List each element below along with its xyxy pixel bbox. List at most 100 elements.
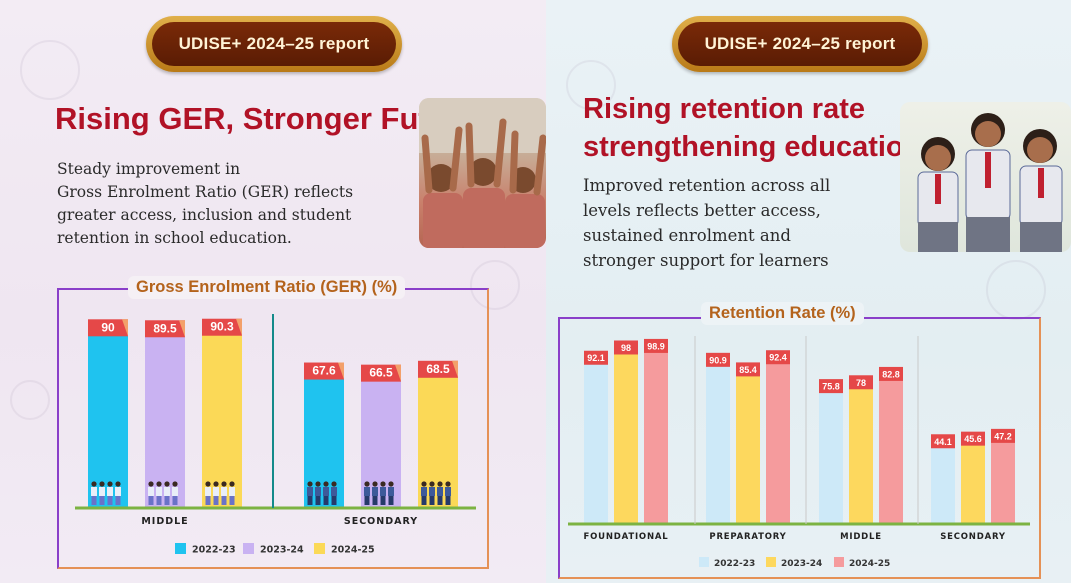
figure-legs [172, 496, 178, 505]
figure-head [107, 481, 113, 487]
legend-label: 2023-24 [781, 559, 822, 569]
data-label-box [931, 434, 955, 449]
description-line: greater access, inclusion and student [57, 206, 352, 224]
legend-label: 2024-25 [849, 559, 890, 569]
description-line: retention in school education. [57, 229, 292, 247]
student-figures [205, 481, 235, 505]
figure-legs [156, 496, 162, 505]
figure-legs [429, 496, 435, 505]
report-badge: UDISE+ 2024–25 report [672, 16, 928, 72]
figure-legs [307, 496, 313, 505]
figure-body [172, 487, 178, 496]
figure-legs [331, 496, 337, 505]
figure-body [148, 487, 154, 496]
figure-head [323, 481, 329, 487]
figure-body [115, 487, 121, 496]
data-label-box [644, 338, 668, 353]
bar [879, 379, 903, 524]
figure-head [364, 481, 370, 487]
figure-head [421, 481, 427, 487]
data-label-corner [452, 360, 458, 378]
figure-legs [421, 496, 427, 505]
legend-swatch [766, 557, 776, 567]
data-label: 92.4 [769, 353, 787, 363]
figure-head [91, 481, 97, 487]
figure-legs [205, 496, 211, 505]
retention-title-line: Rising retention rate [583, 93, 865, 125]
figure-body [372, 487, 378, 496]
category-label: PREPARATORY [709, 532, 786, 542]
data-label: 98 [621, 343, 631, 353]
description-line: stronger support for learners [583, 251, 829, 270]
legend-label: 2022-23 [192, 545, 236, 556]
data-label-box [418, 360, 458, 378]
figure-head [172, 481, 178, 487]
background-doodle [10, 380, 50, 420]
description-line: sustained enrolment and [583, 226, 791, 245]
ger-title: Rising GER, Stronger Future [55, 101, 477, 136]
data-label-corner [179, 320, 185, 338]
figure-legs [445, 496, 451, 505]
description-line: Improved retention across all [583, 176, 831, 195]
data-label-corner [236, 318, 242, 336]
students-cheering-illustration [419, 98, 546, 248]
category-label: SECONDARY [940, 532, 1006, 542]
ger-description: Steady improvement in Gross Enrolment Ra… [57, 158, 402, 250]
figure-body [323, 487, 329, 496]
bar [736, 375, 760, 524]
background-doodle [566, 60, 616, 110]
legend-label: 2023-24 [260, 545, 304, 556]
bar [88, 334, 128, 508]
figure-legs [91, 496, 97, 505]
description-line: levels reflects better access, [583, 201, 821, 220]
data-label: 82.8 [882, 369, 900, 379]
description-line: Steady improvement in [57, 160, 241, 178]
data-label-box [361, 364, 401, 382]
bar [361, 379, 401, 508]
description-line: Gross Enrolment Ratio (GER) reflects [57, 183, 354, 201]
data-label: 89.5 [153, 321, 177, 335]
figure-body [91, 487, 97, 496]
figure-legs [99, 496, 105, 505]
figure-head [429, 481, 435, 487]
data-label: 68.5 [426, 362, 450, 376]
bar [819, 392, 843, 524]
figure-head [205, 481, 211, 487]
figure-head [164, 481, 170, 487]
data-label: 67.6 [312, 364, 336, 378]
background-doodle [470, 260, 520, 310]
students-cheering-photo [419, 98, 546, 248]
data-label-box [584, 350, 608, 365]
data-label: 90 [101, 320, 115, 334]
data-label-corner [122, 319, 128, 337]
data-label: 90.9 [709, 355, 727, 365]
figure-head [115, 481, 121, 487]
student-figures [91, 481, 121, 505]
student-figures [364, 481, 394, 505]
data-label-corner [338, 362, 344, 380]
data-label-corner [395, 364, 401, 382]
retention-description: Improved retention across all levels ref… [583, 173, 883, 273]
background-doodle [20, 40, 80, 100]
figure-body [437, 487, 443, 496]
figure-body [213, 487, 219, 496]
category-label: MIDDLE [141, 516, 188, 527]
figure-legs [164, 496, 170, 505]
figure-body [315, 487, 321, 496]
bar [931, 447, 955, 524]
data-label-box [849, 375, 873, 390]
ger-chart-title: Gross Enrolment Ratio (GER) (%) [128, 276, 406, 299]
bar [202, 333, 242, 508]
figure-head [156, 481, 162, 487]
figure-head [221, 481, 227, 487]
figure-legs [437, 496, 443, 505]
figure-head [148, 481, 154, 487]
data-label-box [991, 428, 1015, 443]
figure-body [364, 487, 370, 496]
figure-head [307, 481, 313, 487]
legend-label: 2022-23 [714, 559, 755, 569]
students-victory-photo [900, 102, 1071, 252]
figure-body [205, 487, 211, 496]
figure-legs [380, 496, 386, 505]
